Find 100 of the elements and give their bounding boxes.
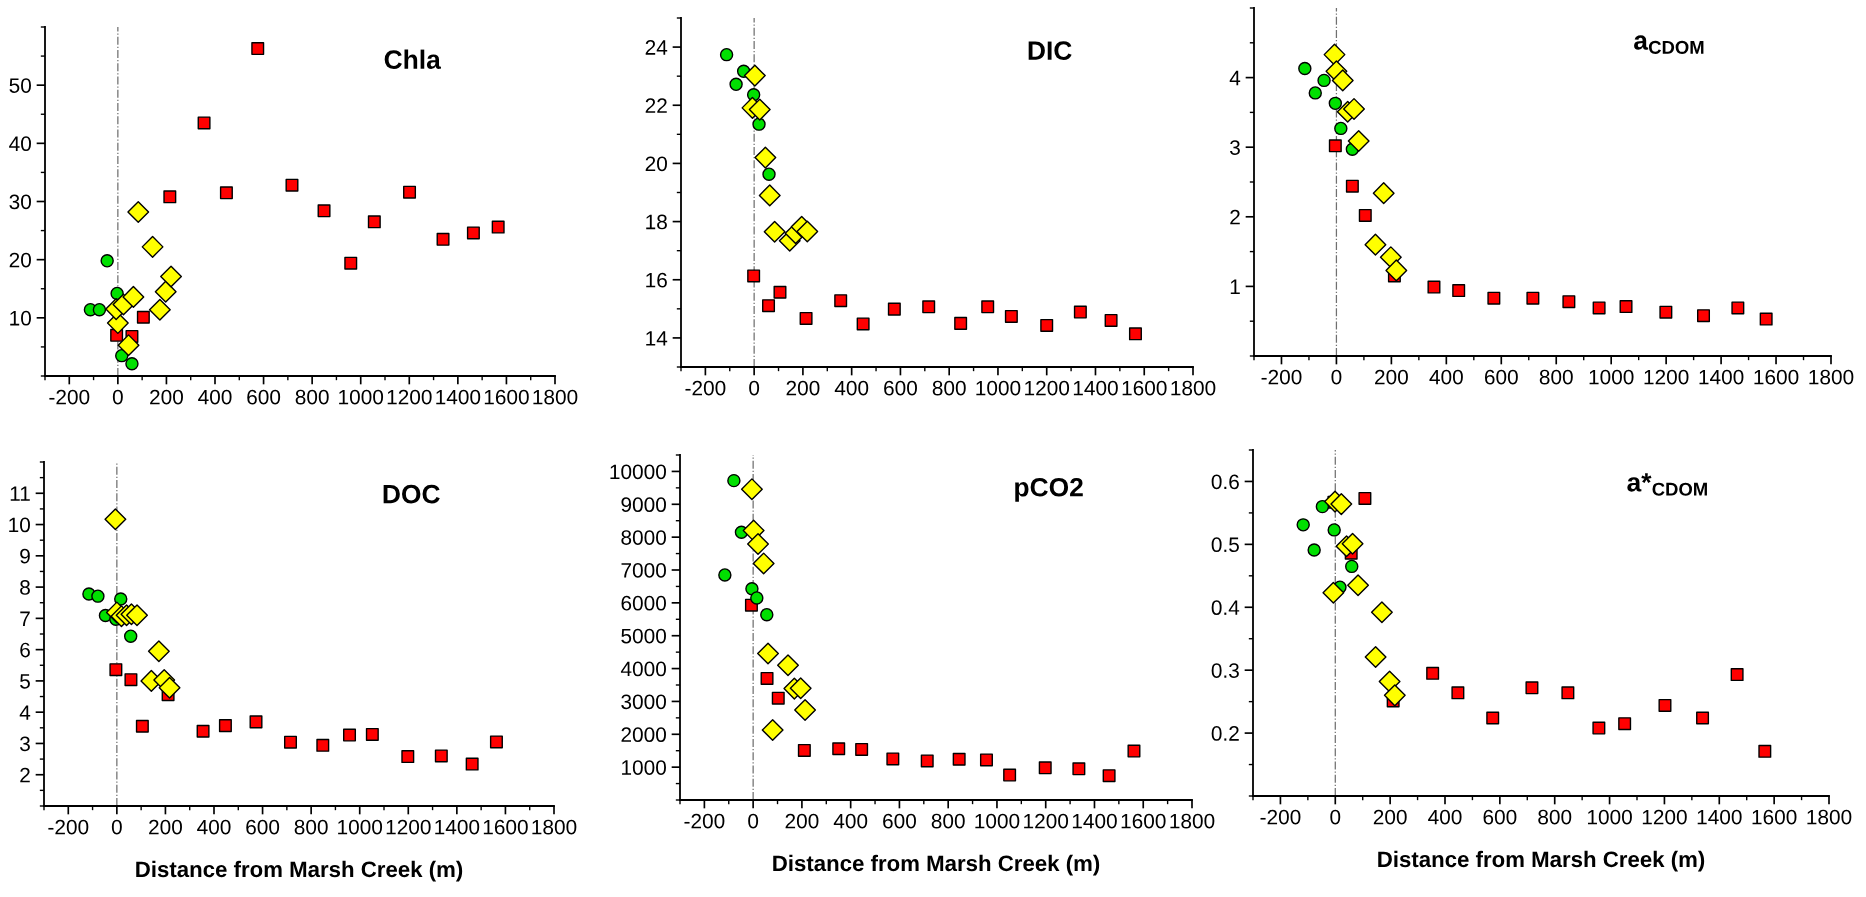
- text: a*$_{CDOM}$: [1627, 473, 1707, 496]
- text: DIC: [1028, 41, 1072, 60]
- point: [135, 719, 149, 733]
- x-tick-label: 1800: [1807, 809, 1852, 825]
- x-tick-label: 1800: [1170, 813, 1215, 829]
- y-tick-label: 24: [645, 40, 668, 55]
- point: [952, 752, 966, 766]
- point: [1104, 313, 1118, 327]
- point: [158, 676, 181, 699]
- point: [197, 116, 211, 130]
- point: [1331, 69, 1354, 92]
- point: [1347, 574, 1370, 597]
- point: [1328, 96, 1343, 111]
- point: [465, 757, 479, 771]
- x-tick-label: 1200: [1644, 369, 1689, 385]
- y-tick-label: 14: [646, 331, 668, 346]
- point: [92, 302, 107, 317]
- point: [1358, 491, 1372, 505]
- point: [163, 190, 177, 204]
- x-tick-label: 1800: [533, 389, 578, 405]
- point: [773, 285, 787, 299]
- point: [752, 117, 766, 131]
- point: [832, 742, 846, 756]
- point: [789, 677, 812, 700]
- point: [718, 568, 732, 582]
- point: [104, 508, 127, 531]
- y-tick-label: 0.3: [1211, 663, 1239, 678]
- point: [1345, 179, 1359, 193]
- point: [981, 300, 995, 314]
- point: [401, 750, 415, 764]
- point: [367, 215, 381, 229]
- x-tick-label: 600: [884, 380, 917, 396]
- x-tick-label: 200: [1373, 809, 1407, 825]
- point: [760, 671, 774, 685]
- point: [117, 334, 140, 357]
- x-tick-label: 1000: [1587, 809, 1632, 825]
- point: [763, 220, 786, 243]
- point: [316, 738, 330, 752]
- point: [196, 724, 210, 738]
- point: [757, 642, 780, 665]
- x-tick-label: 200: [785, 813, 819, 829]
- x-tick-label: 600: [247, 389, 281, 405]
- y-tick-label: 10: [10, 310, 31, 326]
- point: [114, 592, 128, 606]
- point: [856, 317, 870, 331]
- text: pCO2: [1015, 477, 1083, 502]
- y-tick-label: 8: [20, 580, 30, 595]
- x-tick-label: 1800: [1171, 380, 1216, 396]
- x-tick-label: 1400: [1697, 809, 1742, 825]
- x-tick-label: 400: [198, 389, 232, 405]
- point: [1697, 309, 1711, 323]
- point: [760, 607, 774, 622]
- point: [1370, 601, 1393, 624]
- x-tick-label: 0: [748, 813, 759, 829]
- point: [754, 146, 777, 169]
- x-tick-label: 1000: [339, 389, 384, 405]
- point: [834, 294, 848, 308]
- y-tick-label: 10: [9, 517, 30, 533]
- point: [796, 220, 819, 243]
- point: [141, 235, 164, 258]
- x-tick-label: 1400: [435, 819, 480, 835]
- point: [747, 533, 770, 556]
- x-tick-label: 1600: [1752, 809, 1797, 825]
- point: [1334, 121, 1348, 136]
- point: [1315, 499, 1330, 514]
- y-tick-label: 1000: [622, 760, 666, 775]
- x-tick-label: -200: [1261, 369, 1302, 385]
- x-tick-label: 1200: [1024, 813, 1069, 829]
- point: [123, 629, 138, 643]
- point: [762, 299, 776, 313]
- point: [218, 719, 232, 733]
- point: [719, 47, 734, 62]
- point: [1592, 301, 1606, 315]
- point: [1102, 769, 1116, 783]
- point: [1378, 670, 1401, 693]
- point: [1364, 645, 1387, 668]
- point: [727, 473, 741, 488]
- y-tick-label: 6000: [621, 595, 666, 611]
- point: [1343, 97, 1366, 120]
- y-tick-label: 0.2: [1211, 726, 1239, 741]
- point: [1658, 698, 1672, 712]
- y-tick-label: 22: [645, 98, 667, 113]
- y-tick-label: 20: [9, 252, 31, 268]
- point: [1328, 139, 1342, 153]
- x-tick-label: 0: [112, 389, 123, 405]
- x-tick-label: -200: [48, 819, 89, 835]
- x-axis-title: Distance from Marsh Creek (m): [136, 860, 463, 882]
- point: [750, 591, 764, 605]
- x-tick-label: 1000: [975, 813, 1020, 829]
- point: [1307, 543, 1321, 557]
- x-tick-label: 1600: [484, 389, 529, 405]
- point: [954, 316, 968, 330]
- x-tick-label: 1200: [387, 389, 432, 405]
- x-tick-label: 1600: [1754, 369, 1799, 385]
- point: [1038, 761, 1052, 775]
- x-tick-label: -200: [684, 813, 725, 829]
- point: [1323, 43, 1346, 66]
- y-tick-label: 7000: [621, 563, 666, 578]
- point: [748, 98, 771, 121]
- point: [1073, 305, 1087, 319]
